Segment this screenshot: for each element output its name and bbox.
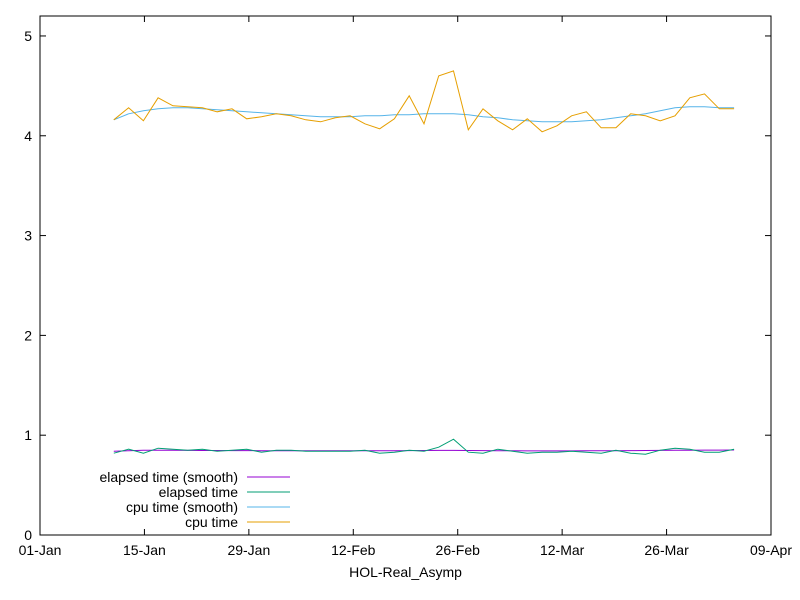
legend-label: elapsed time bbox=[159, 484, 239, 500]
y-tick-label: 5 bbox=[24, 28, 32, 44]
legend-label: cpu time (smooth) bbox=[126, 499, 238, 515]
series-line-2 bbox=[113, 106, 735, 123]
y-tick-label: 2 bbox=[24, 327, 32, 343]
y-tick-label: 4 bbox=[24, 128, 32, 144]
x-tick-label: 26-Mar bbox=[644, 542, 689, 558]
legend-label: elapsed time (smooth) bbox=[99, 469, 238, 485]
y-tick-label: 1 bbox=[24, 427, 32, 443]
y-tick-label: 0 bbox=[24, 527, 32, 543]
series-layer bbox=[113, 70, 735, 455]
y-tick-label: 3 bbox=[24, 228, 32, 244]
x-tick-label: 29-Jan bbox=[227, 542, 270, 558]
series-line-1 bbox=[113, 438, 735, 455]
x-axis-label: HOL-Real_Asymp bbox=[349, 564, 462, 580]
legend-label: cpu time bbox=[185, 514, 238, 530]
series-line-3 bbox=[113, 70, 735, 133]
x-tick-label: 15-Jan bbox=[123, 542, 166, 558]
plot-border bbox=[39, 15, 772, 536]
axis-ticks: 0 1 2 3 4 5 01-Jan 15-Jan 29-Jan 12-Feb 26-Feb 12-M… bbox=[19, 16, 792, 558]
x-tick-label: 26-Feb bbox=[436, 542, 481, 558]
x-tick-label: 12-Mar bbox=[540, 542, 585, 558]
x-tick-label: 12-Feb bbox=[331, 542, 376, 558]
x-tick-label: 01-Jan bbox=[19, 542, 62, 558]
x-tick-label: 09-Apr bbox=[750, 542, 792, 558]
plot-frame bbox=[39, 15, 772, 536]
series-line-0 bbox=[113, 449, 735, 452]
